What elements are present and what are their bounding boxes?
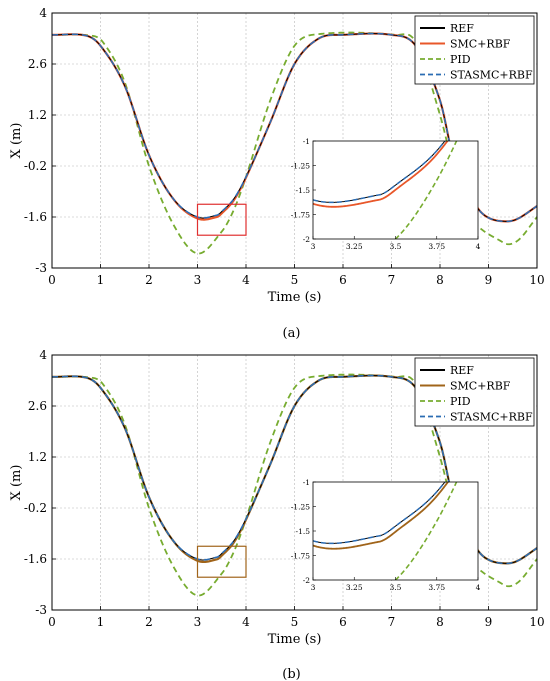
y-tick-label: 2.6 <box>28 57 47 71</box>
zoom-box <box>196 203 247 236</box>
x-tick-label: 0 <box>48 273 56 287</box>
inset-y-tick-label: -1.75 <box>291 211 310 220</box>
x-tick-label: 4 <box>242 273 250 287</box>
chart-panel-b: 0 1 2 3 4 5 6 7 8 9 10 -3 -1.6 -0.2 1.2 2.6 4 Time (s) X (… <box>9 348 545 681</box>
zoom-box <box>196 545 247 578</box>
inset-series <box>313 482 458 580</box>
y-tick-label: 4 <box>39 348 47 362</box>
inset-x-tick-label: 3 <box>311 242 316 251</box>
x-tick-label: 10 <box>529 615 544 629</box>
x-tick-label: 2 <box>145 273 153 287</box>
legend-entry-label: SMC+RBF <box>450 380 511 393</box>
inset-smc-rbf-line <box>313 141 449 208</box>
inset-x-tick-label: 3.75 <box>428 242 445 251</box>
x-axis-label: Time (s) <box>268 632 322 647</box>
inset-plot: 3 3.25 3.5 3.75 4 -2 -1.75 -1.5 -1.25 -1 <box>291 478 481 592</box>
y-tick-label: 2.6 <box>28 399 47 413</box>
inset-y-tick-label: -1.25 <box>291 162 310 171</box>
inset-x-tick-label: 4 <box>476 242 481 251</box>
legend-entry-label: PID <box>450 395 471 408</box>
y-axis-label: X (m) <box>9 465 24 501</box>
inset-y-tick-label: -1.25 <box>291 503 310 512</box>
inset-y-tick-label: -1 <box>303 137 310 146</box>
x-tick-label: 6 <box>339 615 347 629</box>
inset-x-tick-label: 3.5 <box>390 583 402 592</box>
inset-series <box>313 141 458 239</box>
inset-y-tick-label: -1.75 <box>291 552 310 561</box>
inset-y-tick-label: -1.5 <box>296 186 311 195</box>
inset-x-tick-label: 4 <box>476 583 481 592</box>
inset-plot: 3 3.25 3.5 3.75 4 -2 -1.75 -1.5 -1.25 -1 <box>291 137 481 251</box>
inset-stasmc-rbf-line <box>313 141 446 204</box>
y-tick-label: -0.2 <box>24 501 47 515</box>
panel-label: (b) <box>282 667 300 681</box>
inset-y-tick-label: -1 <box>303 478 310 487</box>
legend-entry-label: PID <box>450 53 471 66</box>
inset-smc-rbf-line <box>313 482 450 550</box>
x-tick-label: 4 <box>242 615 250 629</box>
x-tick-label: 10 <box>529 273 544 287</box>
chart-panel-a: 0 1 2 3 4 5 6 7 8 9 10 -3 -1.6 -0.2 1.2 2.6 4 Time (s) X (… <box>9 6 545 341</box>
x-tick-label: 8 <box>436 273 444 287</box>
x-tick-label: 1 <box>97 273 105 287</box>
inset-x-tick-label: 3.75 <box>428 583 445 592</box>
x-tick-label: 7 <box>388 273 396 287</box>
legend: REF SMC+RBF PID STASMC+RBF <box>414 357 535 427</box>
legend-entry-label: REF <box>450 364 474 377</box>
x-tick-label: 1 <box>97 615 105 629</box>
legend: REF SMC+RBF PID STASMC+RBF <box>414 15 535 85</box>
x-tick-label: 0 <box>48 615 56 629</box>
x-tick-label: 3 <box>194 273 202 287</box>
y-tick-label: -3 <box>35 603 47 617</box>
y-tick-label: 1.2 <box>28 108 47 122</box>
legend-entry-label: SMC+RBF <box>450 38 511 51</box>
x-tick-label: 3 <box>194 615 202 629</box>
y-tick-label: -3 <box>35 261 47 275</box>
y-axis-label: X (m) <box>9 123 24 159</box>
legend-entry-label: STASMC+RBF <box>450 411 533 424</box>
x-tick-label: 9 <box>485 273 493 287</box>
y-tick-label: -0.2 <box>24 159 47 173</box>
x-tick-label: 9 <box>485 615 493 629</box>
y-tick-label: -1.6 <box>24 552 47 566</box>
y-tick-label: 4 <box>39 6 47 20</box>
inset-y-tick-label: -2 <box>303 235 311 244</box>
inset-stasmc-rbf-line <box>313 482 446 545</box>
panel-label: (a) <box>283 326 301 341</box>
legend-entry-label: STASMC+RBF <box>450 69 533 82</box>
x-tick-label: 7 <box>388 615 396 629</box>
inset-y-tick-label: -2 <box>303 576 311 585</box>
y-tick-label: 1.2 <box>28 450 47 464</box>
x-tick-label: 2 <box>145 615 153 629</box>
x-tick-label: 8 <box>436 615 444 629</box>
x-tick-label: 5 <box>291 615 299 629</box>
inset-x-tick-label: 3.5 <box>390 242 402 251</box>
x-tick-label: 6 <box>339 273 347 287</box>
inset-y-tick-label: -1.5 <box>296 527 311 536</box>
inset-x-tick-label: 3.25 <box>346 242 363 251</box>
x-tick-label: 5 <box>291 273 299 287</box>
inset-x-tick-label: 3.25 <box>346 583 363 592</box>
y-tick-label: -1.6 <box>24 210 47 224</box>
inset-x-tick-label: 3 <box>311 583 316 592</box>
legend-entry-label: REF <box>450 22 474 35</box>
x-axis-label: Time (s) <box>268 290 322 305</box>
